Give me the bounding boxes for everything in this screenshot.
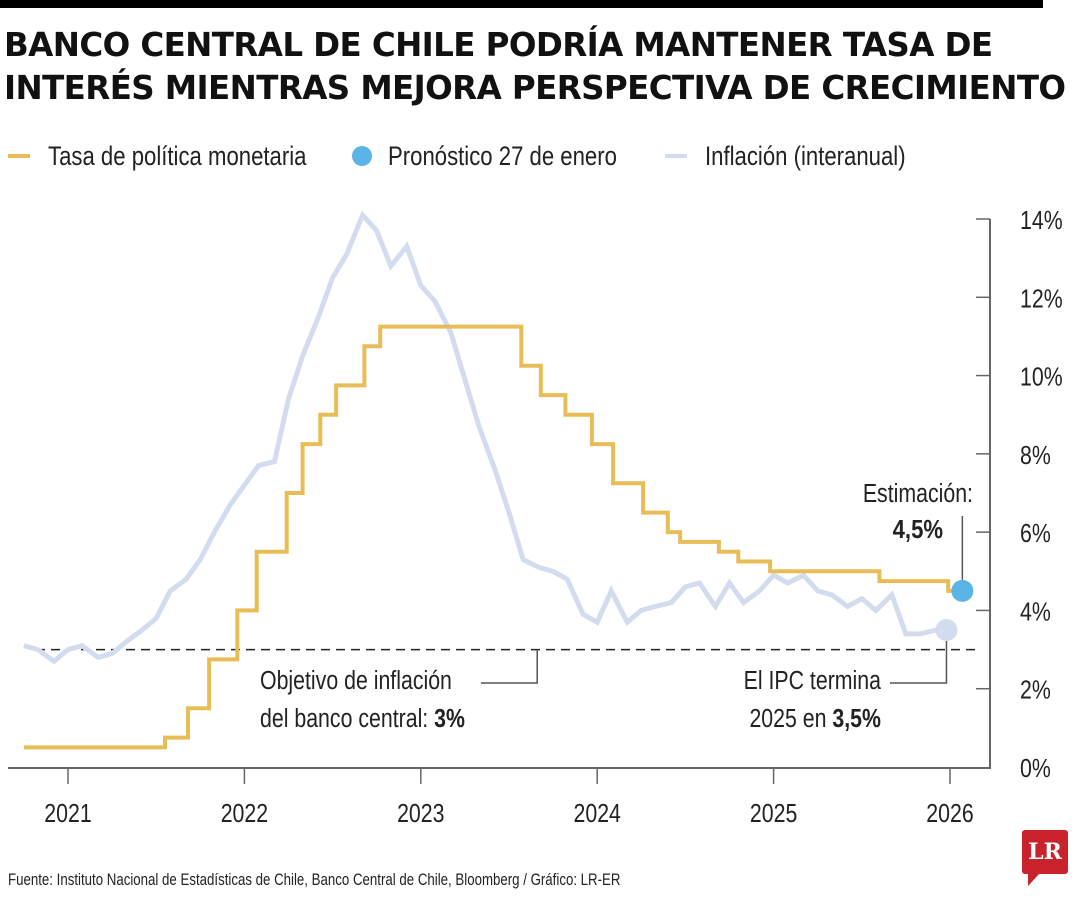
series-group — [23, 210, 956, 750]
legend: Tasa de política monetaria Pronóstico 27… — [0, 136, 1080, 176]
axes-group — [8, 219, 991, 769]
chart-title-line-2: INTERÉS MIENTRAS MEJORA PERSPECTIVA DE C… — [4, 69, 1066, 107]
top-bar — [0, 0, 1043, 8]
legend-label: Tasa de política monetaria — [48, 140, 307, 171]
legend-item-forecast: Pronóstico 27 de enero — [352, 136, 667, 176]
policy-rate-swatch-icon — [8, 154, 30, 158]
estimate-annotation-line-1: Estimación: — [863, 479, 973, 509]
inflation-swatch-icon — [665, 154, 687, 158]
x-tick-label: 2026 — [926, 799, 973, 829]
source-note: Fuente: Instituto Nacional de Estadístic… — [8, 870, 621, 889]
policy-rate-series-line — [23, 324, 956, 750]
y-tick-label: 4% — [1020, 597, 1051, 627]
x-tick-label: 2025 — [750, 799, 797, 829]
legend-label: Inflación (interanual) — [705, 140, 906, 171]
ipc-leader-line — [890, 641, 948, 684]
x-tick-label: 2024 — [573, 799, 620, 829]
target-annotation-line-2: del banco central: 3% — [260, 704, 465, 734]
target-annotation-line-1: Objetivo de inflación — [260, 666, 452, 696]
x-tick-label: 2021 — [44, 799, 91, 829]
inflation-series-line — [23, 210, 937, 665]
y-tick-label: 14% — [1020, 206, 1063, 236]
legend-item-inflation: Inflación (interanual) — [665, 136, 950, 176]
y-tick-label: 6% — [1020, 519, 1051, 549]
y-tick-label: 12% — [1020, 284, 1063, 314]
ipc-annotation-prefix: 2025 en — [749, 704, 832, 734]
markers-group — [935, 579, 974, 641]
y-tick-label: 0% — [1020, 754, 1051, 784]
y-tick-label: 10% — [1020, 363, 1063, 393]
ipc-annotation-line-2: 2025 en 3,5% — [749, 704, 881, 734]
y-tick-label: 8% — [1020, 441, 1051, 471]
ticks-group: 0% 2% 4% 6% 8% 10% 12% 14% 2021 2022 2023 2024 2025 2… — [44, 206, 1062, 829]
ipc-end-2025-marker — [935, 619, 958, 641]
annotations-group: Objetivo de inflación del banco central:… — [260, 479, 973, 734]
ipc-annotation-value: 3,5% — [832, 704, 881, 734]
target-leader-line — [481, 649, 538, 684]
forecast-dot-icon — [352, 146, 372, 166]
estimate-annotation-value: 4,5% — [893, 515, 943, 544]
legend-label: Pronóstico 27 de enero — [388, 140, 617, 171]
ipc-annotation-line-1: El IPC termina — [744, 666, 882, 696]
target-annotation-value: 3% — [434, 704, 465, 734]
lr-logo: LR — [1022, 830, 1068, 886]
forecast-marker — [951, 579, 974, 602]
chart-title: BANCO CENTRAL DE CHILE PODRÍA MANTENER T… — [4, 24, 1066, 110]
chart-title-line-1: BANCO CENTRAL DE CHILE PODRÍA MANTENER T… — [4, 26, 993, 64]
x-tick-label: 2022 — [221, 799, 268, 829]
y-tick-label: 2% — [1020, 676, 1051, 706]
x-tick-label: 2023 — [397, 799, 444, 829]
target-annotation-prefix: del banco central: — [260, 704, 434, 734]
legend-item-policy-rate: Tasa de política monetaria — [8, 136, 363, 176]
